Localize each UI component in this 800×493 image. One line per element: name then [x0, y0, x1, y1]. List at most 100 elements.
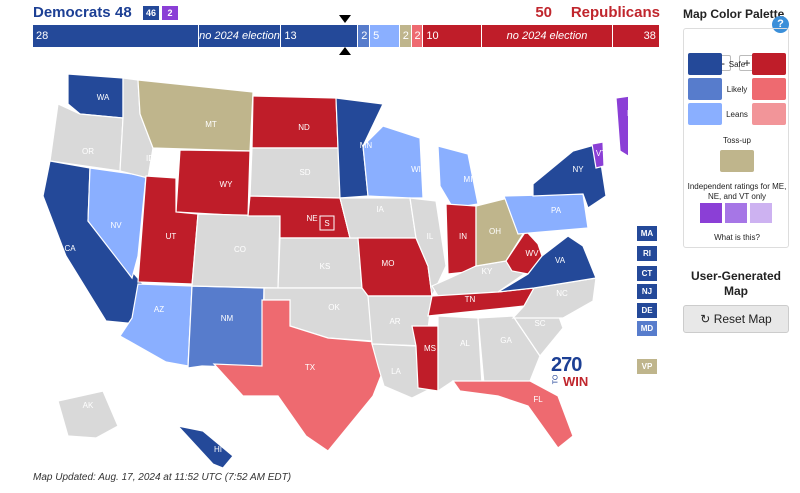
- seat-bar-segment: 38: [612, 25, 660, 47]
- seat-bar-segment: 2: [358, 25, 371, 47]
- state-ms[interactable]: [411, 325, 439, 392]
- ne-special-label: S: [324, 219, 329, 228]
- state-label-ny: NY: [572, 165, 584, 174]
- majority-marker-bottom-icon: [339, 47, 351, 55]
- seat-bar-label: 38: [643, 30, 656, 42]
- ind-safe-swatch[interactable]: [700, 203, 722, 223]
- seat-bar-label: 2: [361, 30, 368, 42]
- state-ga[interactable]: [477, 315, 541, 385]
- state-label-oh: OH: [489, 227, 501, 236]
- ind-likely-swatch[interactable]: [725, 203, 747, 223]
- state-label-va: VA: [555, 256, 566, 265]
- safe-dem-swatch[interactable]: [688, 53, 722, 75]
- color-palette: - + Safe Likely Leans Toss-up Independen…: [683, 28, 789, 248]
- state-ny[interactable]: [532, 143, 607, 209]
- state-label-co: CO: [234, 245, 246, 254]
- tossup-label: Toss-up: [722, 136, 751, 145]
- independent-note: Independent ratings for ME, NE, and VT o…: [687, 182, 787, 201]
- state-label-wy: WY: [220, 180, 234, 189]
- state-label-pa: PA: [551, 206, 562, 215]
- reset-map-button[interactable]: ↻ Reset Map: [683, 305, 789, 333]
- small-state-ma[interactable]: MA: [637, 226, 657, 241]
- map-updated-text: Map Updated: Aug. 17, 2024 at 11:52 UTC …: [33, 472, 292, 483]
- state-label-ut: UT: [166, 232, 177, 241]
- state-va[interactable]: [497, 235, 597, 293]
- likely-rep-swatch[interactable]: [752, 78, 786, 100]
- state-label-nm: NM: [221, 314, 234, 323]
- state-label-me: ME: [627, 109, 628, 118]
- small-state-ri[interactable]: RI: [637, 246, 657, 261]
- state-label-sd: SD: [299, 168, 310, 177]
- state-ia[interactable]: [339, 197, 417, 239]
- small-state-ct[interactable]: CT: [637, 266, 657, 281]
- ne-special-box[interactable]: [319, 215, 335, 231]
- seat-bar-segment: no 2024 election: [198, 25, 282, 47]
- likely-label: Likely: [726, 85, 748, 94]
- state-hi[interactable]: [176, 425, 234, 469]
- seat-bar-label: 2: [402, 30, 409, 42]
- state-mt[interactable]: [137, 79, 254, 152]
- democrats-label: Democrats: [33, 4, 111, 21]
- state-wi[interactable]: [362, 125, 424, 199]
- reset-map-label: Reset Map: [713, 312, 772, 326]
- seat-bar-segment: 2: [411, 25, 424, 47]
- small-state-md[interactable]: MD: [637, 321, 657, 336]
- tossup-swatch[interactable]: [720, 150, 754, 172]
- state-nm[interactable]: [187, 285, 265, 369]
- state-wa[interactable]: [67, 73, 124, 119]
- ind-leans-swatch[interactable]: [750, 203, 772, 223]
- seat-bar-segment: 13: [281, 25, 359, 47]
- small-state-de[interactable]: DE: [637, 303, 657, 318]
- state-label-hi: HI: [214, 445, 222, 454]
- state-sd[interactable]: [249, 147, 341, 199]
- state-al[interactable]: [437, 315, 483, 393]
- state-nd[interactable]: [251, 95, 339, 149]
- dem-badge: 46: [143, 6, 159, 20]
- state-label-vt: VT: [596, 149, 606, 158]
- state-label-ks: KS: [320, 262, 331, 271]
- majority-marker-top-icon: [339, 15, 351, 23]
- seat-bar-segment: 10: [423, 25, 483, 47]
- palette-title: Map Color Palette: [683, 7, 785, 21]
- state-label-ca: CA: [64, 244, 76, 253]
- user-generated-map-heading: User-Generated Map: [690, 269, 782, 298]
- state-fl[interactable]: [451, 380, 574, 449]
- state-label-sc: SC: [534, 319, 545, 328]
- seat-bar-segment: 28: [33, 25, 199, 47]
- state-vt[interactable]: [591, 141, 605, 169]
- state-label-mn: MN: [360, 141, 373, 150]
- state-pa[interactable]: [503, 193, 589, 235]
- header: Democrats 48 46 2 50 Republicans: [33, 4, 660, 24]
- seat-bar-label: 5: [373, 30, 380, 42]
- safe-rep-swatch[interactable]: [752, 53, 786, 75]
- state-label-tn: TN: [465, 295, 476, 304]
- republicans-total: 50: [535, 4, 552, 21]
- state-label-ne: NE: [306, 214, 317, 223]
- state-label-ky: KY: [482, 267, 493, 276]
- likely-dem-swatch[interactable]: [688, 78, 722, 100]
- state-label-ar: AR: [389, 317, 400, 326]
- state-ak[interactable]: [57, 390, 119, 439]
- democrats-total: 48: [115, 4, 132, 21]
- leans-rep-swatch[interactable]: [752, 103, 786, 125]
- state-tx[interactable]: [212, 299, 385, 452]
- logo-to: TO: [552, 374, 560, 385]
- state-label-wv: WV: [526, 249, 540, 258]
- us-senate-map: WA OR CA NV ID MT WY UT AZ NM CO ND SD NE KS OK TX MN IA MO…: [42, 73, 628, 469]
- seat-bar-segment: no 2024 election: [482, 25, 613, 47]
- small-state-vp[interactable]: VP: [637, 359, 657, 374]
- state-label-il: IL: [427, 232, 434, 241]
- small-state-nj[interactable]: NJ: [637, 284, 657, 299]
- leans-dem-swatch[interactable]: [688, 103, 722, 125]
- seat-bar-label: no 2024 election: [506, 30, 588, 42]
- state-label-ok: OK: [328, 303, 340, 312]
- state-label-mo: MO: [382, 259, 395, 268]
- state-me[interactable]: [615, 95, 628, 157]
- state-wy[interactable]: [175, 149, 251, 217]
- state-label-ms: MS: [424, 344, 436, 353]
- seat-bar-segment: 5: [370, 25, 400, 47]
- state-label-wa: WA: [97, 93, 110, 102]
- leans-label: Leans: [726, 110, 748, 119]
- zoom-plus-button[interactable]: +: [739, 55, 755, 71]
- what-is-this-link[interactable]: What is this?: [714, 233, 760, 242]
